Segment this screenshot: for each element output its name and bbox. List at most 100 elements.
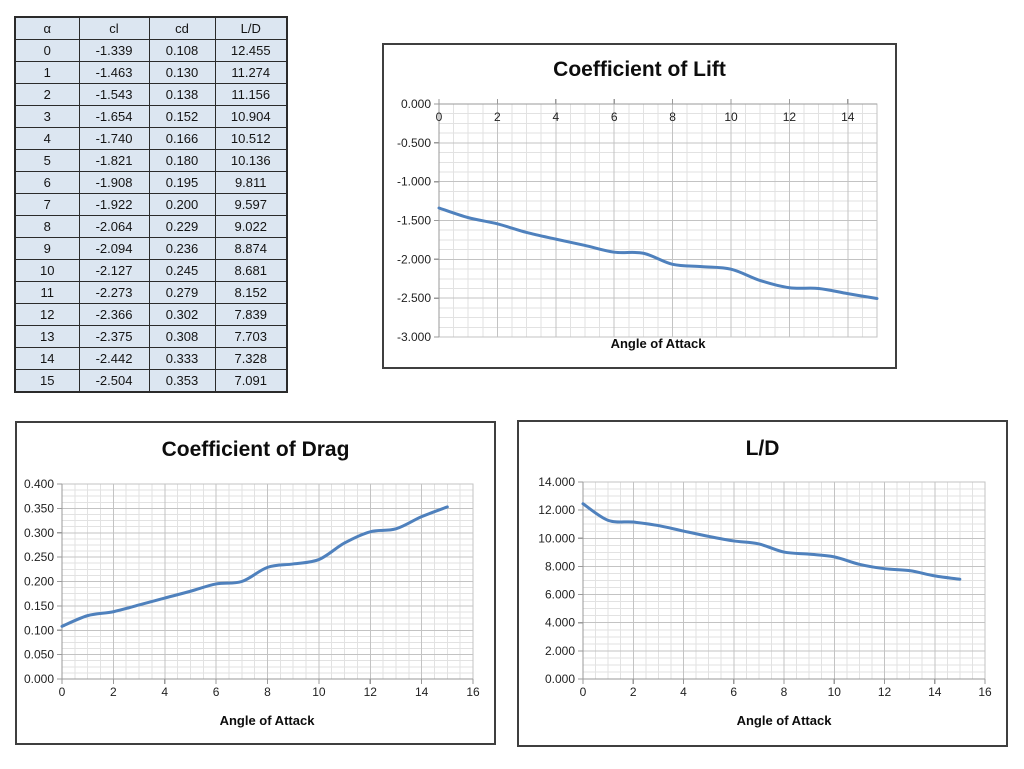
table-header-cell: α xyxy=(14,16,80,40)
table-cell: 1 xyxy=(14,61,80,84)
y-tick-label: 0.400 xyxy=(24,477,54,491)
coefficient-of-lift-chart: 0 2 4 6 8 10 12 14 0.000 -0.500 -1.000 -1.500 -2.000… xyxy=(382,43,897,369)
table-cell: 6 xyxy=(14,171,80,194)
table-row: 5 -1.821 0.180 10.136 xyxy=(14,149,288,172)
y-tick-label: -2.000 xyxy=(397,252,431,266)
table-cell: 9.022 xyxy=(214,215,288,238)
table-row: 15 -2.504 0.353 7.091 xyxy=(14,369,288,393)
table-cell: -2.504 xyxy=(78,369,150,393)
x-tick-label: 0 xyxy=(59,685,66,699)
y-tick-label: 0.000 xyxy=(401,97,431,111)
y-tick-label: 6.000 xyxy=(545,588,575,602)
x-tick-label: 2 xyxy=(630,685,637,699)
table-cell: 0.195 xyxy=(148,171,216,194)
x-tick-label: 0 xyxy=(580,685,587,699)
table-cell: 0.180 xyxy=(148,149,216,172)
table-cell: -2.064 xyxy=(78,215,150,238)
table-cell: 7.328 xyxy=(214,347,288,370)
x-tick-label: 14 xyxy=(415,685,429,699)
table-cell: 0.130 xyxy=(148,61,216,84)
chart-title: L/D xyxy=(745,437,780,460)
table-row: 4 -1.740 0.166 10.512 xyxy=(14,127,288,150)
x-tick-label: 6 xyxy=(730,685,737,699)
table-cell: 12 xyxy=(14,303,80,326)
table-cell: 0.333 xyxy=(148,347,216,370)
table-cell: 9.811 xyxy=(214,171,288,194)
table-row: 3 -1.654 0.152 10.904 xyxy=(14,105,288,128)
table-cell: 0.302 xyxy=(148,303,216,326)
table-cell: 12.455 xyxy=(214,39,288,62)
lift-over-drag-chart: 0 2 4 6 8 10 12 14 16 14.000 12.000 10.000 8.000 6.00… xyxy=(517,420,1008,747)
chart-plot: 0 2 4 6 8 10 12 14 16 14.000 12.000 10.000 8.000 6.00… xyxy=(538,475,992,699)
table-cell: 5 xyxy=(14,149,80,172)
table-row: 13 -2.375 0.308 7.703 xyxy=(14,325,288,348)
table-cell: 8.874 xyxy=(214,237,288,260)
y-tick-label: 2.000 xyxy=(545,644,575,658)
table-cell: 11.156 xyxy=(214,83,288,106)
table-cell: 10 xyxy=(14,259,80,282)
y-tick-label: 0.150 xyxy=(24,599,54,613)
table-header-cell: L/D xyxy=(214,16,288,40)
table-cell: 7.839 xyxy=(214,303,288,326)
table-cell: 0 xyxy=(14,39,80,62)
table-row: 9 -2.094 0.236 8.874 xyxy=(14,237,288,260)
table-cell: 8 xyxy=(14,215,80,238)
y-tick-label: -3.000 xyxy=(397,330,431,344)
table-cell: 15 xyxy=(14,369,80,393)
table-cell: -2.375 xyxy=(78,325,150,348)
table-cell: 13 xyxy=(14,325,80,348)
table-cell: -2.442 xyxy=(78,347,150,370)
aero-data-table: α cl cd L/D 0 -1.339 0.108 12.455 1 -1.463 0.130 1… xyxy=(14,16,288,393)
table-row: 8 -2.064 0.229 9.022 xyxy=(14,215,288,238)
chart-title: Coefficient of Lift xyxy=(553,58,726,81)
x-tick-label: 8 xyxy=(264,685,271,699)
y-tick-label: 8.000 xyxy=(545,559,575,573)
table-row: 7 -1.922 0.200 9.597 xyxy=(14,193,288,216)
table-header-row: α cl cd L/D xyxy=(14,16,288,40)
table-cell: -1.543 xyxy=(78,83,150,106)
table-row: 6 -1.908 0.195 9.811 xyxy=(14,171,288,194)
table-cell: 11 xyxy=(14,281,80,304)
table-cell: 0.245 xyxy=(148,259,216,282)
x-tick-label: 12 xyxy=(878,685,892,699)
table-cell: 0.200 xyxy=(148,193,216,216)
table-cell: 0.236 xyxy=(148,237,216,260)
y-tick-label: -1.000 xyxy=(397,175,431,189)
table-cell: -1.908 xyxy=(78,171,150,194)
y-tick-label: 10.000 xyxy=(538,531,575,545)
table-body: 0 -1.339 0.108 12.455 1 -1.463 0.130 11.274 2 -1.… xyxy=(14,39,288,393)
x-tick-label: 4 xyxy=(552,110,559,124)
table-cell: 8.681 xyxy=(214,259,288,282)
x-tick-label: 12 xyxy=(364,685,378,699)
table-cell: 0.279 xyxy=(148,281,216,304)
table-row: 2 -1.543 0.138 11.156 xyxy=(14,83,288,106)
table-cell: 8.152 xyxy=(214,281,288,304)
x-tick-label: 16 xyxy=(466,685,480,699)
table-cell: 11.274 xyxy=(214,61,288,84)
x-tick-label: 6 xyxy=(611,110,618,124)
table-cell: 14 xyxy=(14,347,80,370)
y-tick-label: 0.350 xyxy=(24,501,54,515)
y-tick-label: 0.000 xyxy=(24,672,54,686)
y-tick-label: 0.200 xyxy=(24,575,54,589)
x-tick-label: 12 xyxy=(783,110,797,124)
table-cell: 9.597 xyxy=(214,193,288,216)
table-cell: -1.821 xyxy=(78,149,150,172)
x-axis-title: Angle of Attack xyxy=(736,713,832,728)
y-tick-label: 0.250 xyxy=(24,550,54,564)
table-cell: 0.353 xyxy=(148,369,216,393)
x-tick-label: 10 xyxy=(724,110,738,124)
table-cell: 2 xyxy=(14,83,80,106)
coefficient-of-drag-chart: 0 2 4 6 8 10 12 14 16 0.400 0.350 0.300 0.250 0.200 0.… xyxy=(15,421,496,745)
y-tick-label: 0.100 xyxy=(24,623,54,637)
table-row: 14 -2.442 0.333 7.328 xyxy=(14,347,288,370)
y-tick-label: -0.500 xyxy=(397,136,431,150)
table-cell: 4 xyxy=(14,127,80,150)
table-cell: 9 xyxy=(14,237,80,260)
table-cell: -2.273 xyxy=(78,281,150,304)
x-axis-title: Angle of Attack xyxy=(219,713,315,728)
table-cell: -2.366 xyxy=(78,303,150,326)
chart-plot: 0 2 4 6 8 10 12 14 16 0.400 0.350 0.300 0.250 0.200 0.… xyxy=(24,477,480,699)
x-tick-label: 8 xyxy=(781,685,788,699)
table-row: 0 -1.339 0.108 12.455 xyxy=(14,39,288,62)
